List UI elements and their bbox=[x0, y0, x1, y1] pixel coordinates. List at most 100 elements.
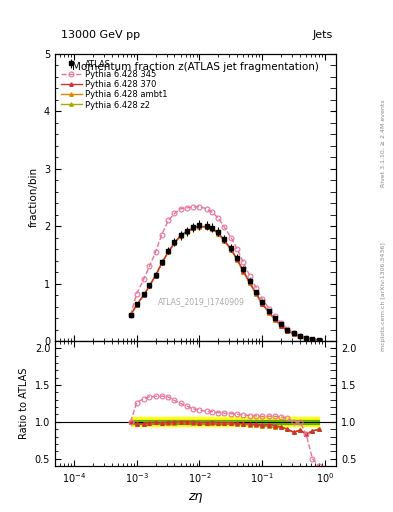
Pythia 6.428 345 bbox=[216, 215, 221, 221]
Pythia 6.428 370 bbox=[128, 312, 133, 318]
Pythia 6.428 345 bbox=[267, 306, 272, 312]
Pythia 6.428 345 bbox=[285, 326, 290, 332]
Pythia 6.428 ambt1 bbox=[184, 229, 189, 235]
Pythia 6.428 ambt1 bbox=[166, 249, 171, 255]
Pythia 6.428 370 bbox=[134, 302, 139, 308]
Pythia 6.428 370 bbox=[166, 248, 171, 254]
Pythia 6.428 z2 bbox=[191, 225, 196, 231]
Pythia 6.428 z2 bbox=[260, 301, 264, 307]
Pythia 6.428 z2 bbox=[292, 331, 296, 337]
Pythia 6.428 z2 bbox=[153, 272, 158, 279]
Legend: ATLAS, Pythia 6.428 345, Pythia 6.428 370, Pythia 6.428 ambt1, Pythia 6.428 z2: ATLAS, Pythia 6.428 345, Pythia 6.428 37… bbox=[59, 58, 169, 111]
Pythia 6.428 z2 bbox=[197, 224, 202, 230]
Pythia 6.428 345 bbox=[178, 206, 183, 212]
Pythia 6.428 z2 bbox=[279, 323, 283, 329]
Pythia 6.428 345 bbox=[304, 335, 309, 341]
Pythia 6.428 ambt1 bbox=[292, 331, 296, 337]
Pythia 6.428 345 bbox=[210, 209, 215, 216]
Pythia 6.428 ambt1 bbox=[222, 238, 227, 244]
Pythia 6.428 z2 bbox=[247, 280, 252, 286]
Pythia 6.428 z2 bbox=[298, 333, 302, 339]
Pythia 6.428 345 bbox=[222, 224, 227, 230]
Pythia 6.428 z2 bbox=[210, 226, 215, 232]
Pythia 6.428 345 bbox=[279, 320, 283, 326]
Pythia 6.428 370 bbox=[304, 335, 309, 341]
Pythia 6.428 370 bbox=[191, 225, 196, 231]
Pythia 6.428 345 bbox=[166, 217, 171, 223]
Pythia 6.428 z2 bbox=[222, 238, 227, 244]
Pythia 6.428 z2 bbox=[310, 336, 315, 342]
Pythia 6.428 z2 bbox=[241, 268, 246, 274]
Pythia 6.428 z2 bbox=[159, 261, 164, 267]
Text: 13000 GeV pp: 13000 GeV pp bbox=[61, 30, 140, 40]
Pythia 6.428 370 bbox=[235, 257, 240, 263]
Pythia 6.428 ambt1 bbox=[229, 247, 233, 253]
Pythia 6.428 ambt1 bbox=[310, 336, 315, 342]
Pythia 6.428 345 bbox=[241, 259, 246, 265]
Pythia 6.428 370 bbox=[141, 292, 146, 298]
Pythia 6.428 370 bbox=[197, 223, 202, 229]
Pythia 6.428 z2 bbox=[204, 224, 209, 230]
Pythia 6.428 345 bbox=[134, 291, 139, 297]
Line: Pythia 6.428 z2: Pythia 6.428 z2 bbox=[129, 225, 321, 342]
Pythia 6.428 345 bbox=[316, 337, 321, 344]
Pythia 6.428 z2 bbox=[316, 337, 321, 343]
Pythia 6.428 ambt1 bbox=[298, 333, 302, 339]
Pythia 6.428 z2 bbox=[172, 240, 177, 246]
Pythia 6.428 z2 bbox=[134, 302, 139, 308]
Pythia 6.428 ambt1 bbox=[316, 337, 321, 343]
Pythia 6.428 370 bbox=[247, 280, 252, 286]
Pythia 6.428 370 bbox=[316, 337, 321, 343]
Pythia 6.428 ambt1 bbox=[178, 233, 183, 239]
Pythia 6.428 370 bbox=[292, 331, 296, 337]
Pythia 6.428 ambt1 bbox=[247, 280, 252, 286]
Pythia 6.428 ambt1 bbox=[267, 310, 272, 316]
Pythia 6.428 370 bbox=[285, 328, 290, 334]
Pythia 6.428 ambt1 bbox=[273, 317, 277, 323]
Pythia 6.428 370 bbox=[222, 238, 227, 244]
Pythia 6.428 ambt1 bbox=[254, 291, 259, 297]
Pythia 6.428 370 bbox=[279, 323, 283, 329]
Pythia 6.428 370 bbox=[147, 283, 152, 289]
Pythia 6.428 370 bbox=[184, 228, 189, 234]
Pythia 6.428 370 bbox=[298, 333, 302, 339]
Y-axis label: Ratio to ATLAS: Ratio to ATLAS bbox=[19, 368, 29, 439]
Pythia 6.428 z2 bbox=[267, 310, 272, 316]
Pythia 6.428 z2 bbox=[128, 312, 133, 318]
Pythia 6.428 z2 bbox=[184, 229, 189, 235]
Pythia 6.428 345 bbox=[153, 249, 158, 255]
Pythia 6.428 345 bbox=[292, 330, 296, 336]
Pythia 6.428 345 bbox=[235, 246, 240, 252]
Pythia 6.428 ambt1 bbox=[216, 230, 221, 237]
Pythia 6.428 370 bbox=[153, 272, 158, 279]
Pythia 6.428 ambt1 bbox=[141, 292, 146, 298]
Pythia 6.428 345 bbox=[184, 205, 189, 211]
Pythia 6.428 z2 bbox=[147, 283, 152, 289]
Pythia 6.428 ambt1 bbox=[134, 302, 139, 308]
Text: Rivet 3.1.10, ≥ 2.4M events: Rivet 3.1.10, ≥ 2.4M events bbox=[381, 99, 386, 187]
Pythia 6.428 z2 bbox=[254, 291, 259, 297]
Pythia 6.428 345 bbox=[172, 210, 177, 217]
Pythia 6.428 z2 bbox=[304, 335, 309, 341]
Pythia 6.428 z2 bbox=[178, 233, 183, 239]
Pythia 6.428 ambt1 bbox=[204, 224, 209, 230]
Pythia 6.428 ambt1 bbox=[285, 328, 290, 334]
Pythia 6.428 345 bbox=[204, 206, 209, 212]
Pythia 6.428 370 bbox=[172, 240, 177, 246]
Pythia 6.428 345 bbox=[191, 204, 196, 210]
Pythia 6.428 345 bbox=[141, 276, 146, 282]
Pythia 6.428 370 bbox=[241, 268, 246, 274]
Pythia 6.428 370 bbox=[229, 246, 233, 252]
Line: Pythia 6.428 370: Pythia 6.428 370 bbox=[129, 224, 321, 342]
Pythia 6.428 370 bbox=[254, 290, 259, 296]
Pythia 6.428 ambt1 bbox=[159, 261, 164, 267]
Pythia 6.428 z2 bbox=[166, 249, 171, 255]
Pythia 6.428 345 bbox=[260, 296, 264, 302]
Pythia 6.428 345 bbox=[128, 312, 133, 318]
X-axis label: zη: zη bbox=[188, 490, 203, 503]
Pythia 6.428 ambt1 bbox=[235, 257, 240, 263]
Text: Jets: Jets bbox=[313, 30, 333, 40]
Pythia 6.428 370 bbox=[210, 225, 215, 231]
Pythia 6.428 z2 bbox=[273, 317, 277, 323]
Pythia 6.428 z2 bbox=[229, 247, 233, 253]
